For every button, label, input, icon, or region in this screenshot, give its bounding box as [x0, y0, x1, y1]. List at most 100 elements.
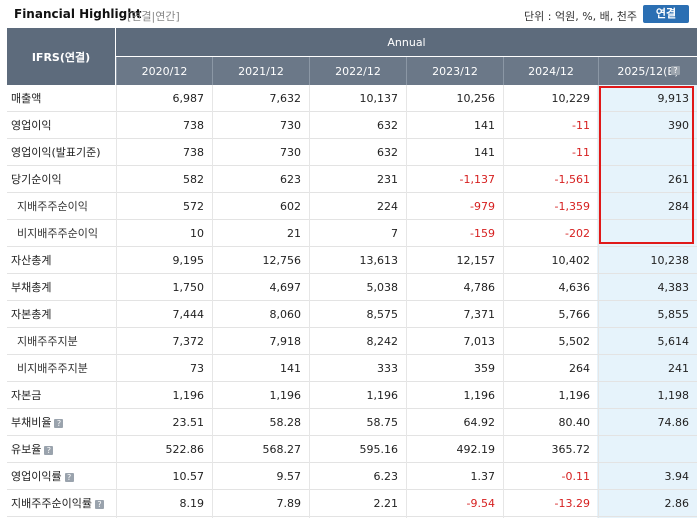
grid-line — [212, 85, 213, 518]
value-cell: 1,750 — [172, 281, 205, 294]
value-cell: 9.57 — [276, 470, 302, 483]
value-cell: 9,195 — [172, 254, 205, 267]
value-cell: 141 — [474, 119, 495, 132]
value-cell: 73 — [190, 362, 204, 375]
value-cell: 8,060 — [269, 308, 302, 321]
section-subtitle: [연결|연간] — [127, 10, 180, 23]
value-cell: 23.51 — [172, 416, 205, 429]
row-label-text: 비지배주주순이익 — [17, 227, 98, 240]
value-cell: 595.16 — [359, 443, 399, 456]
value-cell: 7,918 — [269, 335, 302, 348]
row-label-text: 지배주주순이익 — [17, 200, 88, 213]
table-row: 영업이익(발표기준) 738 730 632 141 -11 — [7, 139, 697, 166]
value-cell: 6,987 — [172, 92, 205, 105]
row-label: 영업이익 — [11, 112, 51, 139]
row-label: 부채비율? — [11, 409, 64, 436]
value-cell: 582 — [183, 173, 204, 186]
help-icon[interactable]: ? — [44, 445, 54, 455]
value-cell: 730 — [280, 119, 301, 132]
section-title: Financial Highlight — [14, 7, 142, 21]
year-header-0: 2020/12 — [116, 57, 212, 85]
value-cell: 10,256 — [456, 92, 496, 105]
value-cell: 10,402 — [551, 254, 591, 267]
value-cell: 4,697 — [269, 281, 302, 294]
help-icon[interactable]: ? — [54, 418, 64, 428]
row-label: 영업이익률? — [11, 463, 74, 490]
year-header-1: 2021/12 — [212, 57, 309, 85]
table-row: 비지배주주지분 73 141 333 359 264 241 — [7, 355, 697, 382]
value-cell: 10 — [190, 227, 204, 240]
value-cell: 2.86 — [664, 497, 690, 510]
value-cell: 231 — [377, 173, 398, 186]
value-cell: 390 — [668, 119, 689, 132]
value-cell: 5,038 — [366, 281, 399, 294]
value-cell: 8,575 — [366, 308, 399, 321]
value-cell — [598, 436, 697, 463]
help-icon[interactable]: ? — [64, 472, 74, 482]
value-cell: 74.86 — [657, 416, 690, 429]
value-cell: 365.72 — [551, 443, 591, 456]
year-header-5[interactable]: 2025/12(E) — [598, 57, 697, 85]
row-label-text: 부채비율 — [11, 416, 52, 429]
value-cell: 1,196 — [558, 389, 591, 402]
value-cell: 632 — [377, 146, 398, 159]
value-cell: 5,766 — [558, 308, 591, 321]
value-cell: 8.19 — [179, 497, 205, 510]
value-cell: -0.11 — [561, 470, 590, 483]
value-cell: 10,137 — [359, 92, 399, 105]
table-row: 부채총계 1,750 4,697 5,038 4,786 4,636 4,383 — [7, 274, 697, 301]
year-header-4: 2024/12 — [503, 57, 598, 85]
value-cell: 7,632 — [269, 92, 302, 105]
value-cell: 4,786 — [463, 281, 496, 294]
row-label: 유보율? — [11, 436, 54, 463]
value-cell: 6.23 — [373, 470, 399, 483]
row-label: 지배주주순이익 — [17, 193, 88, 220]
value-cell: 738 — [183, 119, 204, 132]
estimate-help-icon[interactable]: ? — [671, 66, 680, 75]
value-cell: 7,013 — [463, 335, 496, 348]
value-cell: 602 — [280, 200, 301, 213]
top-bar: Financial Highlight [연결|연간] 단위 : 억원, %, … — [0, 0, 697, 28]
grid-line — [309, 85, 310, 518]
table-row: 부채비율? 23.51 58.28 58.75 64.92 80.40 74.86 — [7, 409, 697, 436]
value-cell: 141 — [280, 362, 301, 375]
value-cell: 58.75 — [366, 416, 399, 429]
row-header-cell: IFRS(연결) — [7, 28, 115, 85]
value-cell: 1.37 — [470, 470, 496, 483]
row-label-text: 영업이익(발표기준) — [11, 146, 101, 159]
unit-label: 단위 : 억원, %, 배, 천주 — [524, 10, 637, 23]
grid-line — [503, 85, 504, 518]
value-cell: 224 — [377, 200, 398, 213]
table-row: 지배주주순이익률? 8.19 7.89 2.21 -9.54 -13.29 2.86 — [7, 490, 697, 517]
row-label-text: 지배주주순이익률 — [11, 497, 92, 510]
grid-line — [406, 85, 407, 518]
value-cell: -11 — [572, 146, 590, 159]
value-cell: 21 — [287, 227, 301, 240]
value-cell: 1,196 — [269, 389, 302, 402]
financial-table-body: 매출액 6,987 7,632 10,137 10,256 10,229 9,913 영업이익… — [7, 85, 697, 517]
row-label: 영업이익(발표기준) — [11, 139, 101, 166]
value-cell: 264 — [569, 362, 590, 375]
value-cell: 4,636 — [558, 281, 591, 294]
table-row: 자본금 1,196 1,196 1,196 1,196 1,196 1,198 — [7, 382, 697, 409]
value-cell: 5,855 — [657, 308, 690, 321]
consolidated-toggle-button[interactable]: 연결 — [643, 5, 689, 23]
value-cell: 5,614 — [657, 335, 690, 348]
value-cell: 7 — [391, 227, 398, 240]
value-cell: 12,157 — [456, 254, 496, 267]
table-row: 매출액 6,987 7,632 10,137 10,256 10,229 9,913 — [7, 85, 697, 112]
table-row: 영업이익률? 10.57 9.57 6.23 1.37 -0.11 3.94 — [7, 463, 697, 490]
help-icon[interactable]: ? — [94, 499, 104, 509]
row-label: 매출액 — [11, 85, 41, 112]
value-cell: 261 — [668, 173, 689, 186]
value-cell: 7,372 — [172, 335, 205, 348]
value-cell: 141 — [474, 146, 495, 159]
value-cell: -979 — [470, 200, 495, 213]
value-cell: -9.54 — [466, 497, 495, 510]
table-row: 자산총계 9,195 12,756 13,613 12,157 10,402 10,238 — [7, 247, 697, 274]
value-cell: 64.92 — [463, 416, 496, 429]
value-cell: 241 — [668, 362, 689, 375]
grid-line — [116, 85, 117, 518]
value-cell: 333 — [377, 362, 398, 375]
value-cell: 8,242 — [366, 335, 399, 348]
